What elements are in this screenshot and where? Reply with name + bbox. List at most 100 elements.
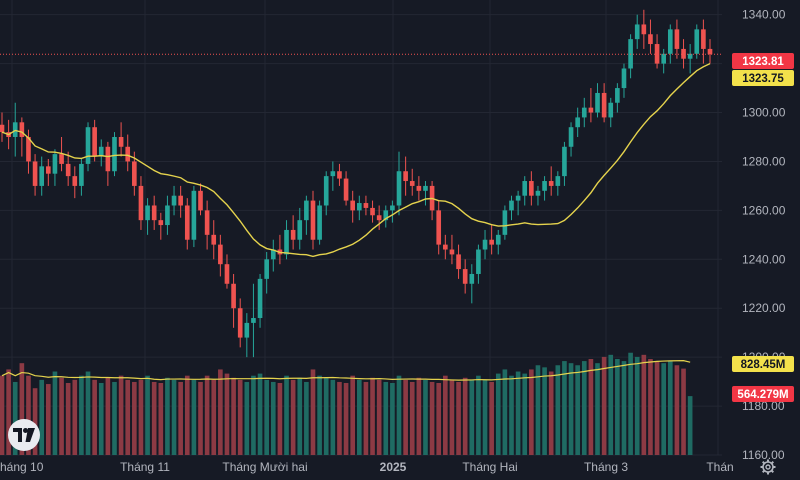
volume-tag: 564.279M [732, 386, 794, 402]
candle-body [581, 107, 587, 118]
candle [132, 151, 137, 196]
candle-body [575, 117, 580, 128]
volume-bar [615, 359, 620, 455]
candle [224, 254, 230, 289]
candle [562, 141, 567, 186]
candle [515, 190, 521, 216]
candle-body [443, 244, 448, 250]
volume-bar [184, 375, 190, 455]
candle [151, 195, 157, 230]
candle [416, 176, 422, 201]
candle [12, 102, 18, 157]
candle-body [495, 234, 501, 245]
volume-bar [138, 379, 144, 455]
candle-body [648, 34, 653, 45]
candle [648, 19, 653, 54]
candle-body [85, 127, 91, 164]
volume-bars [0, 352, 693, 455]
candle [522, 176, 528, 206]
candle [674, 19, 680, 59]
candle [654, 34, 660, 69]
candle [112, 132, 117, 177]
candle [92, 119, 97, 162]
volume-bar [403, 379, 408, 455]
candle [601, 83, 607, 123]
candle-body [674, 29, 680, 49]
candle-body [363, 203, 369, 208]
candle-body [39, 166, 45, 186]
candle [707, 39, 713, 64]
last-price-tag: 1323.81 [732, 53, 794, 69]
volume-bar [595, 363, 600, 455]
candle-body [595, 92, 600, 113]
candle [502, 205, 508, 240]
candle [423, 181, 428, 206]
candle-body [211, 234, 217, 245]
volume-bar [112, 381, 117, 455]
volume-bar [165, 377, 170, 455]
volume-bar [535, 365, 541, 455]
volume-bar [79, 375, 84, 455]
candle [495, 229, 501, 255]
candle-body [244, 322, 250, 338]
candle [244, 313, 250, 358]
x-tick-label: Tháng Mười hai [222, 460, 307, 474]
volume-bar [370, 377, 375, 455]
tradingview-logo-icon[interactable] [8, 419, 40, 451]
candle-body [32, 161, 38, 186]
candle-body [409, 181, 415, 186]
candle-body [237, 308, 243, 338]
candle-body [390, 205, 395, 211]
volume-bar [297, 377, 303, 455]
volume-bar [555, 365, 561, 455]
volume-bar [46, 384, 51, 455]
candle-body [284, 229, 289, 255]
volume-bar [337, 381, 342, 455]
ma-price-tag: 1323.75 [732, 70, 794, 86]
candle [19, 117, 25, 157]
candle [72, 166, 78, 199]
candle-body [469, 273, 475, 284]
volume-bar [52, 371, 58, 455]
candle-body [132, 161, 137, 186]
candle [628, 34, 633, 79]
candle [0, 112, 5, 142]
volume-bar [118, 375, 124, 455]
candle-body [191, 190, 197, 240]
y-tick-label: 1300.00 [742, 106, 786, 120]
gear-icon[interactable] [760, 459, 776, 475]
candle-body [218, 244, 223, 265]
candle [443, 234, 448, 260]
candle [211, 220, 217, 260]
volume-bar [323, 377, 329, 455]
volume-bar [6, 369, 11, 455]
volume-bar [396, 375, 402, 455]
volume-bar [125, 379, 131, 455]
candle-body [204, 210, 210, 235]
candle [529, 171, 534, 206]
volume-bar [661, 363, 666, 455]
volume-bar [522, 373, 528, 455]
x-tick-label: háng 10 [0, 460, 44, 474]
candle-body [98, 146, 104, 157]
candle-body [297, 220, 303, 240]
candle-body [251, 318, 256, 323]
candle [641, 9, 647, 49]
volume-bar [65, 383, 71, 455]
candle-body [529, 181, 534, 196]
volume-ma-line [1, 360, 691, 381]
candle-body [509, 200, 514, 211]
candle-body [125, 146, 131, 162]
y-tick-label: 1340.00 [742, 8, 786, 22]
volume-bar [383, 381, 389, 455]
volume-bar [356, 379, 362, 455]
volume-bar [59, 377, 64, 455]
volume-bar [12, 381, 18, 455]
candle [396, 151, 402, 216]
candle-body [449, 249, 455, 255]
volume-tag-text: 564.279M [737, 389, 788, 401]
volume-bar [641, 354, 647, 455]
volume-bar [509, 375, 514, 455]
price-moving-average [1, 62, 711, 258]
